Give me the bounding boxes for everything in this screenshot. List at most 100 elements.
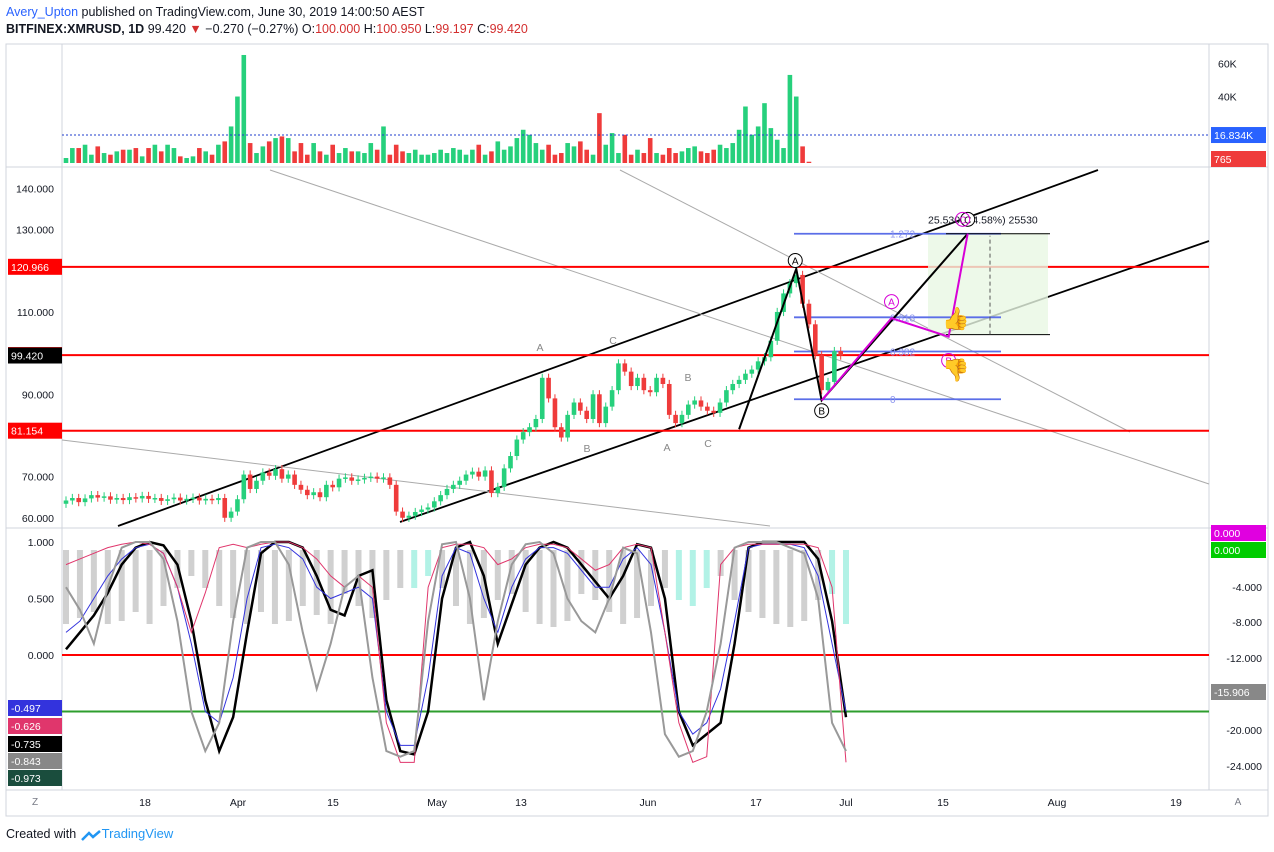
volume-bar-94 [660,154,666,163]
volume-bar-82 [584,149,589,163]
osc-series-fast [65,540,847,758]
volume-bar-101 [705,153,710,163]
publish-line: Avery_Upton published on TradingView.com… [6,4,528,21]
volume-bar-44 [343,148,348,163]
candle-42 [330,484,335,488]
candle-27 [235,499,240,512]
time-axis-label-7: Jul [839,797,852,809]
volume-bar-35 [285,138,291,163]
candle-95 [666,383,672,415]
candle-116 [800,274,805,304]
tradingview-brand[interactable]: TradingView [101,826,174,841]
osc-histogram-bar-25 [411,550,418,588]
candle-88 [622,363,628,372]
price-axis-label-1: 130.000 [16,225,54,237]
candle-102 [711,410,716,413]
volume-bar-48 [368,143,374,163]
symbol-name[interactable]: BITFINEX:XMRUSD, 1D [6,22,145,36]
tradingview-logo-icon [80,829,102,841]
osc-histogram-bar-40 [620,550,627,624]
osc-histogram-bar-24 [397,550,404,588]
volume-bar-57 [425,154,431,163]
time-axis-label-2: 15 [327,797,339,809]
trend-line-grey-2 [61,439,771,527]
candle-101 [705,406,710,411]
time-axis-label-1: Apr [230,797,247,809]
osc-histogram-bar-33 [522,550,529,612]
candle-4 [89,495,94,499]
fib-label-2: 0.382 [890,347,915,358]
wave-main-label-1: B [818,407,825,418]
candle-99 [692,400,697,405]
osc-histogram-bar-23 [383,550,390,600]
wave-proj-circle-1 [941,353,957,369]
candle-39 [311,492,316,496]
volume-bar-97 [679,151,685,163]
candle-121 [832,351,837,382]
wave-proj-circle-0 [884,294,899,310]
volume-bar-74 [533,143,539,163]
volume-bar-58 [432,153,437,163]
open-label: O: [301,22,316,36]
osc-histogram-bar-7 [160,550,167,606]
osc-histogram-bar-31 [494,550,501,600]
candle-82 [584,410,589,419]
volume-bar-55 [412,149,418,163]
wave-main-label-2: C [964,215,971,226]
osc-histogram-bar-35 [550,550,557,627]
volume-bar-107 [743,106,748,163]
auto-scale-icon[interactable]: A [1235,797,1242,808]
osc-left-tag-3: -0.843 [11,756,41,768]
candle-65 [476,471,482,477]
price-axis-label-5: 60.000 [22,513,54,525]
volume-bar-72 [520,129,526,163]
candle-32 [266,472,272,476]
wave-main-circle-0 [787,253,803,268]
candle-6 [101,496,107,498]
volume-bar-65 [476,144,482,163]
osc-histogram-bar-49 [745,550,752,612]
volume-bar-117 [806,161,812,163]
zoom-icon[interactable]: Z [32,797,38,808]
candle-36 [292,474,297,485]
volume-bar-88 [622,134,628,163]
volume-bar-87 [616,153,621,163]
candle-26 [228,511,234,518]
volume-bar-51 [387,154,393,163]
volume-bar-5 [95,146,101,163]
candle-53 [400,511,405,518]
candle-45 [349,477,355,481]
candle-91 [641,377,647,391]
candle-68 [495,486,501,494]
fib-label-1: 0.618 [890,313,915,324]
candle-41 [324,484,329,498]
volume-bar-29 [247,143,253,163]
osc-histogram-bar-38 [592,550,599,600]
volume-bar-38 [305,154,310,163]
candle-3 [82,498,88,503]
candle-9 [120,498,126,501]
volume-bar-13 [146,148,151,163]
candle-19 [184,498,189,501]
volume-bar-28 [241,54,247,164]
candle-72 [520,432,526,440]
candle-54 [406,515,412,518]
volume-bar-113 [781,148,786,163]
candle-0 [63,500,69,504]
price-axis-label-4: 70.000 [22,472,54,484]
volume-bar-112 [774,139,780,163]
candle-23 [209,498,215,501]
price-axis-label-0: 140.000 [16,183,54,195]
candle-59 [438,495,443,502]
candle-120 [825,381,831,391]
oscillator-pane: 1.000 0.500 0.000 -4.000 -8.000 -12.000 -20.00… [8,525,1266,786]
osc-histogram-bar-4 [118,550,125,621]
osc-histogram-bar-55 [829,550,836,594]
volume-bar-40 [317,151,323,163]
wave-minor-label-2: B [583,443,590,455]
volume-bar-50 [381,126,386,163]
candle-106 [736,379,742,384]
volume-bar-27 [235,96,240,163]
author-link[interactable]: Avery_Upton [6,5,79,19]
